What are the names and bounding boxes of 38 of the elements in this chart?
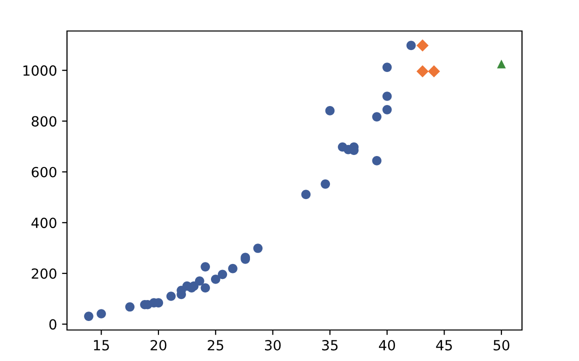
point (372, 156, 382, 166)
y-tick-label: 400 (31, 218, 56, 228)
point (416, 65, 429, 78)
point (210, 274, 220, 284)
point (200, 262, 210, 272)
point (497, 60, 506, 68)
point (372, 112, 382, 122)
x-tick-label: 20 (150, 340, 166, 350)
point (428, 65, 440, 78)
y-tick-label: 200 (32, 268, 56, 279)
point (218, 270, 228, 280)
point (325, 106, 335, 116)
point (253, 244, 263, 253)
y-tick-label: 1000 (23, 65, 56, 76)
x-tick-label: 30 (265, 340, 281, 350)
point (125, 302, 135, 312)
y-tick-label: 600 (32, 166, 56, 178)
x-tick-label: 35 (322, 340, 338, 350)
y-tick-label: 0 (49, 319, 56, 330)
point (301, 190, 311, 200)
x-tick-label: 25 (208, 340, 224, 350)
point (200, 283, 210, 293)
x-tick-label: 45 (436, 340, 452, 350)
x-tick-label: 15 (94, 340, 109, 350)
point (84, 312, 94, 321)
y-tick-label: 800 (32, 116, 56, 127)
point (382, 62, 392, 72)
point (228, 264, 238, 274)
point (382, 92, 392, 101)
point (382, 105, 392, 114)
point (320, 179, 330, 189)
point (416, 39, 429, 52)
x-tick-label: 40 (378, 340, 396, 350)
point (194, 276, 204, 286)
point (166, 292, 176, 301)
point (406, 40, 416, 50)
x-tick-label: 50 (494, 340, 510, 350)
point (96, 309, 106, 318)
